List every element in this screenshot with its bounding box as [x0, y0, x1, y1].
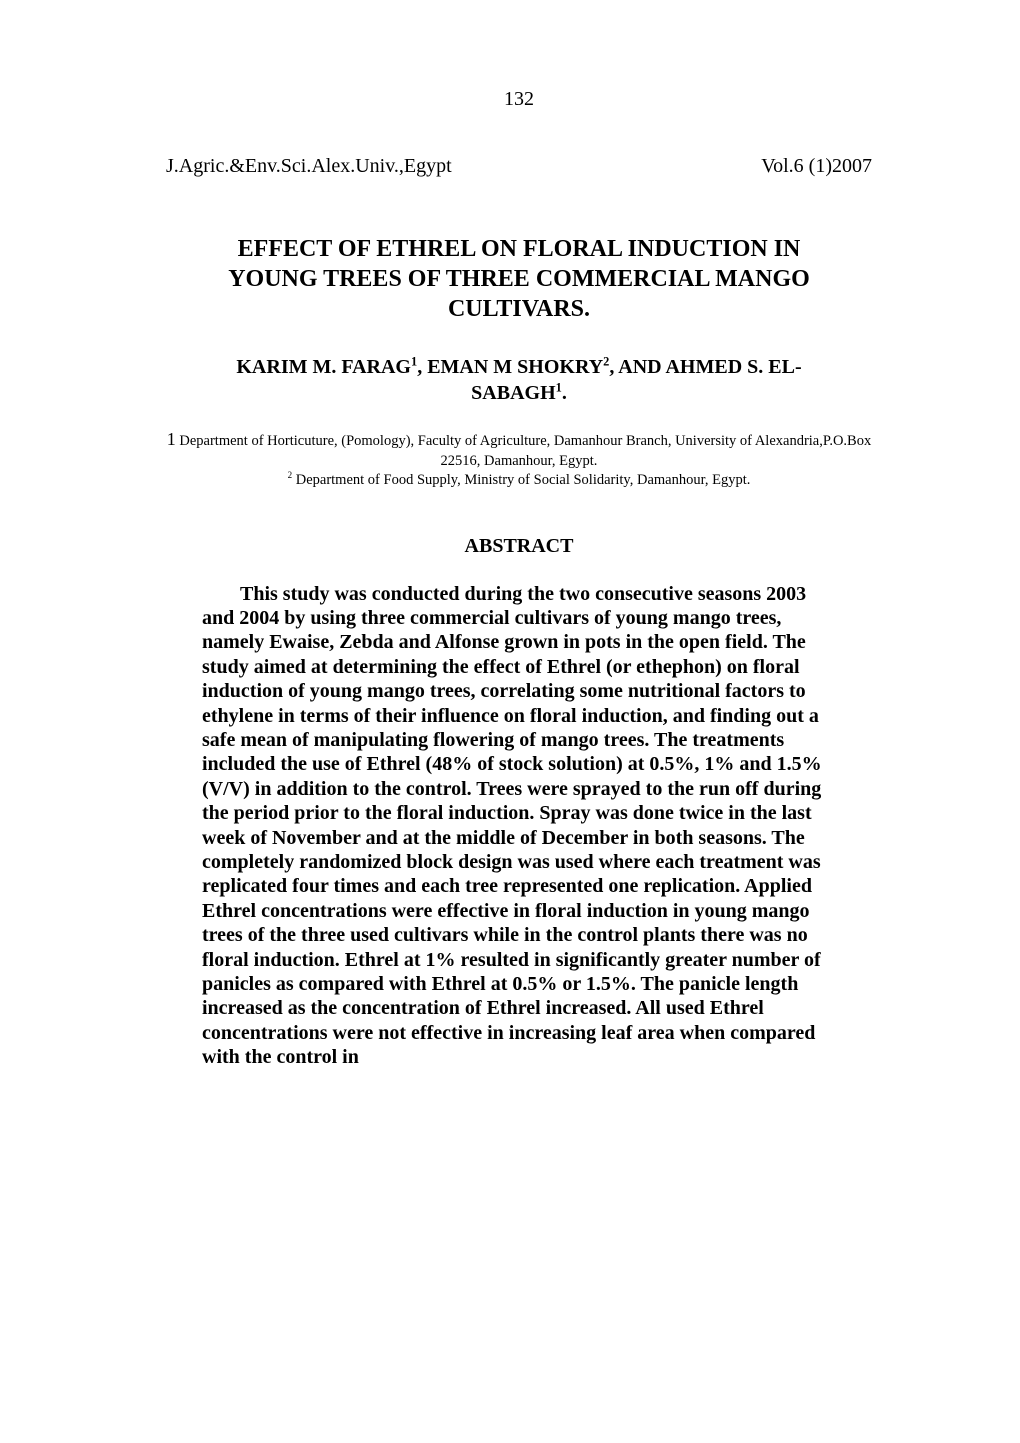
authors-period: .	[562, 382, 567, 404]
affiliations: 1 Department of Horticuture, (Pomology),…	[166, 432, 872, 491]
affil-1-sup: 1	[167, 429, 176, 449]
abstract-body: This study was conducted during the two …	[166, 582, 872, 1070]
abstract-text: This study was conducted during the two …	[202, 583, 822, 1068]
author-3: SABAGH	[471, 382, 555, 404]
author-1: KARIM M. FARAG	[236, 356, 411, 378]
paper-title: EFFECT OF ETHREL ON FLORAL INDUCTION IN …	[166, 234, 872, 324]
author-2: , EMAN M SHOKRY	[417, 356, 603, 378]
authors-line: KARIM M. FARAG1, EMAN M SHOKRY2, AND AHM…	[166, 354, 872, 406]
volume-issue: Vol.6 (1)2007	[761, 155, 872, 178]
running-head: J.Agric.&Env.Sci.Alex.Univ.,Egypt Vol.6 …	[166, 155, 872, 178]
title-line-3: CULTIVARS.	[448, 296, 590, 322]
journal-name: J.Agric.&Env.Sci.Alex.Univ.,Egypt	[166, 155, 452, 178]
abstract-heading: ABSTRACT	[166, 535, 872, 558]
affil-2-text: Department of Food Supply, Ministry of S…	[292, 472, 750, 488]
page-number: 132	[166, 88, 872, 111]
authors-tail: , AND AHMED S. EL-	[609, 356, 801, 378]
affil-1-text: Department of Horticuture, (Pomology), F…	[176, 433, 871, 469]
title-line-2: YOUNG TREES OF THREE COMMERCIAL MANGO	[228, 266, 810, 292]
title-line-1: EFFECT OF ETHREL ON FLORAL INDUCTION IN	[238, 236, 801, 262]
